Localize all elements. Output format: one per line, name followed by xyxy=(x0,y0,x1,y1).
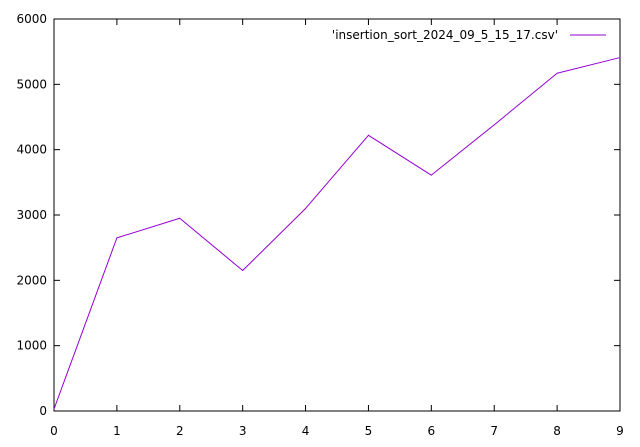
y-tick-label: 4000 xyxy=(16,143,47,157)
x-tick-label: 3 xyxy=(239,424,247,438)
data-point xyxy=(619,57,621,59)
legend: 'insertion_sort_2024_09_5_15_17.csv' xyxy=(332,28,606,42)
plot-frame xyxy=(53,18,621,412)
x-tick-label: 4 xyxy=(302,424,310,438)
x-tick-label: 7 xyxy=(490,424,498,438)
y-tick-label: 2000 xyxy=(16,273,47,287)
x-axis-ticks: 0 1 2 3 4 5 6 7 8 9 xyxy=(50,19,624,438)
y-axis-ticks: 0 1000 2000 3000 4000 5000 6000 xyxy=(16,12,620,418)
data-point xyxy=(242,270,244,272)
x-tick-label: 9 xyxy=(616,424,624,438)
data-point xyxy=(305,207,307,209)
data-point xyxy=(53,408,55,410)
data-point xyxy=(556,72,558,74)
series-layer xyxy=(53,57,621,410)
data-point xyxy=(493,124,495,126)
x-tick-label: 0 xyxy=(50,424,58,438)
data-point xyxy=(430,174,432,176)
y-tick-label: 1000 xyxy=(16,339,47,353)
x-tick-label: 5 xyxy=(365,424,373,438)
series-line xyxy=(53,57,621,410)
data-point xyxy=(367,134,369,136)
y-tick-label: 0 xyxy=(39,404,47,418)
x-tick-label: 1 xyxy=(113,424,121,438)
x-tick-label: 6 xyxy=(428,424,436,438)
x-tick-label: 8 xyxy=(553,424,561,438)
data-point xyxy=(116,237,118,239)
legend-label: 'insertion_sort_2024_09_5_15_17.csv' xyxy=(332,28,558,42)
y-tick-label: 6000 xyxy=(16,12,47,26)
data-point xyxy=(179,217,181,219)
y-tick-label: 5000 xyxy=(16,77,47,91)
y-tick-label: 3000 xyxy=(16,208,47,222)
x-tick-label: 2 xyxy=(176,424,184,438)
